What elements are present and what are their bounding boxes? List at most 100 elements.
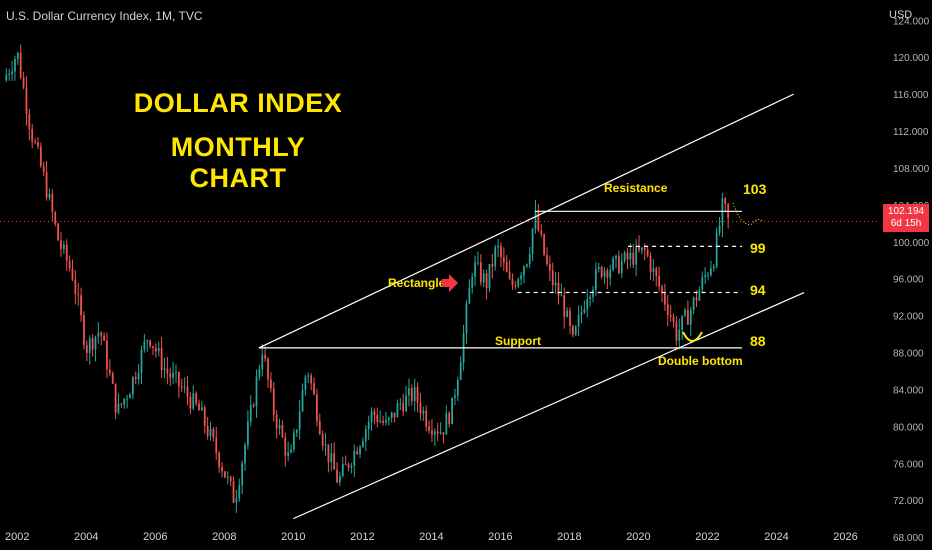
candle-body xyxy=(669,315,672,317)
symbol-title[interactable]: U.S. Dollar Currency Index, 1M, TVC xyxy=(6,9,203,23)
candle-body xyxy=(574,326,577,335)
candle-body xyxy=(367,421,370,430)
candle-body xyxy=(546,255,548,265)
candle-body xyxy=(255,376,258,407)
candle-body xyxy=(324,444,327,446)
candle-body xyxy=(333,453,336,470)
candle-body xyxy=(163,368,166,371)
candle-body xyxy=(663,292,666,305)
candle-body xyxy=(646,249,649,256)
candle-body xyxy=(117,403,120,413)
candle-body xyxy=(88,338,91,353)
candle-body xyxy=(31,128,34,142)
candle-body xyxy=(57,223,59,241)
candle-body xyxy=(215,437,218,453)
candle-body xyxy=(508,272,511,279)
candle-body xyxy=(318,420,321,434)
candle-body xyxy=(192,393,195,409)
candle-body xyxy=(347,464,350,468)
candle-body xyxy=(39,146,42,167)
candle-body xyxy=(687,310,689,325)
candle-body xyxy=(632,252,635,265)
candle-body xyxy=(643,247,646,250)
candle-body xyxy=(385,420,387,423)
candle-body xyxy=(577,315,580,327)
candle-body xyxy=(491,263,494,267)
candle-body xyxy=(666,304,669,316)
candle-body xyxy=(681,315,684,330)
candle-body xyxy=(396,403,399,418)
price-axis[interactable]: 124.000120.000116.000112.000108.000104.0… xyxy=(893,16,930,544)
candle-body xyxy=(221,467,223,472)
candle-body xyxy=(635,246,638,265)
candle-body xyxy=(606,270,609,278)
candle-body xyxy=(505,262,508,273)
candle-body xyxy=(108,369,111,374)
candle-body xyxy=(537,211,540,231)
x-tick-label: 2010 xyxy=(281,531,305,543)
candle-body xyxy=(566,310,569,317)
candle-body xyxy=(160,347,163,371)
candle-body xyxy=(65,244,68,261)
candle-body xyxy=(554,282,557,286)
time-axis[interactable]: 2002 2004 2006 2008 2010 2012 2014 2016 2018 2020… xyxy=(5,531,858,543)
candle-body xyxy=(399,403,402,405)
candle-body xyxy=(615,255,617,259)
x-tick-label: 2016 xyxy=(488,531,512,543)
channel-upper-line xyxy=(258,93,794,349)
resistance-label: Resistance xyxy=(604,181,668,195)
x-tick-label: 2014 xyxy=(419,531,443,543)
candle-body xyxy=(523,266,525,276)
candle-body xyxy=(183,386,186,388)
candle-body xyxy=(623,252,626,262)
level-103: 103 xyxy=(743,181,767,197)
y-tick-label: 72.000 xyxy=(893,496,924,507)
candle-body xyxy=(330,453,333,463)
candle-body xyxy=(695,297,698,301)
y-tick-label: 108.000 xyxy=(893,164,930,175)
candle-body xyxy=(479,262,482,283)
y-tick-label: 76.000 xyxy=(893,459,924,470)
candle-body xyxy=(301,389,304,412)
candle-body xyxy=(316,394,318,421)
x-tick-label: 2008 xyxy=(212,531,236,543)
support-label: Support xyxy=(495,334,541,348)
candle-body xyxy=(433,431,436,435)
candle-body xyxy=(410,388,413,402)
candle-body xyxy=(200,407,203,411)
candle-body xyxy=(123,398,126,405)
candle-body xyxy=(327,444,330,463)
candle-body xyxy=(477,262,479,264)
candle-body xyxy=(177,372,180,387)
candle-body xyxy=(586,299,589,310)
candle-body xyxy=(494,247,497,267)
bar-countdown: 6d 15h xyxy=(890,218,922,229)
candle-body xyxy=(704,275,707,278)
candle-body xyxy=(373,411,376,415)
candle-body xyxy=(298,411,301,430)
candle-body xyxy=(511,278,514,286)
candle-body xyxy=(672,316,675,322)
candle-body xyxy=(287,452,290,456)
candle-body xyxy=(100,332,103,336)
candle-body xyxy=(137,372,140,380)
candle-body xyxy=(37,142,39,147)
candle-body xyxy=(528,253,531,265)
candle-body xyxy=(629,252,632,260)
y-tick-label: 84.000 xyxy=(893,385,924,396)
candle-body xyxy=(692,297,695,311)
candle-body xyxy=(715,232,718,267)
candle-body xyxy=(258,369,261,377)
candle-body xyxy=(14,59,16,72)
candle-body xyxy=(154,347,157,352)
candle-body xyxy=(304,376,307,390)
x-tick-label: 2026 xyxy=(833,531,857,543)
candle-body xyxy=(405,395,407,412)
candle-body xyxy=(218,452,221,468)
candle-body xyxy=(724,198,727,204)
candle-body xyxy=(209,429,212,436)
candle-body xyxy=(313,383,315,395)
candle-body xyxy=(131,377,134,395)
candle-body xyxy=(80,295,82,316)
